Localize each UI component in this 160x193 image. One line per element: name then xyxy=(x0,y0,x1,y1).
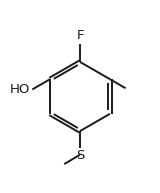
Text: S: S xyxy=(76,149,84,162)
Text: F: F xyxy=(76,29,84,42)
Text: HO: HO xyxy=(10,83,30,96)
